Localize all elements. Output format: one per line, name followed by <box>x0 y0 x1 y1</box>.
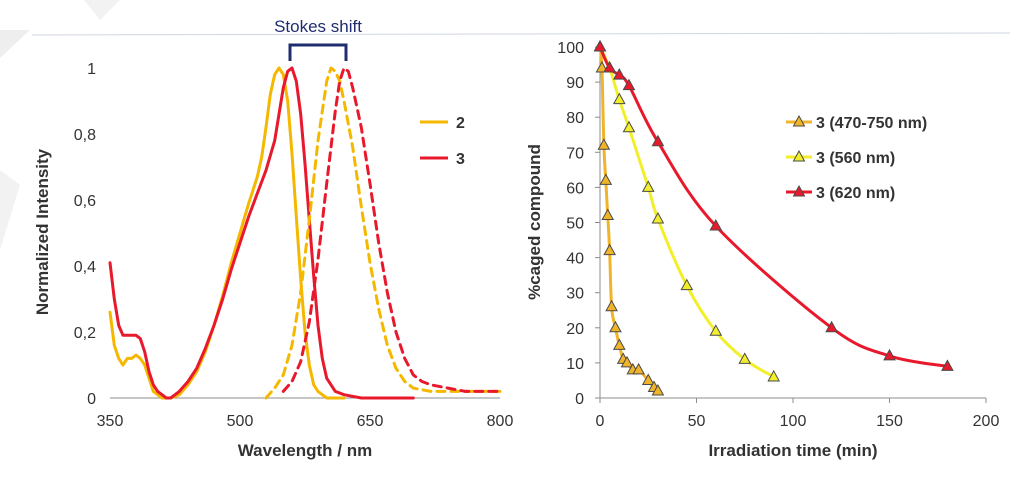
decorative-background-shape <box>84 0 120 20</box>
x-tick-label: 50 <box>688 413 706 430</box>
y-tick-marks <box>595 46 600 399</box>
data-point-marker <box>620 355 634 368</box>
series-2-emission-line <box>264 66 502 400</box>
x-axis-title: Irradiation time (min) <box>708 441 877 460</box>
data-point-marker <box>605 299 618 312</box>
data-point-marker <box>709 218 723 231</box>
stokes-shift-bracket <box>288 43 348 61</box>
data-point-marker <box>651 211 665 224</box>
data-point-marker <box>738 352 752 364</box>
series-line <box>598 46 775 379</box>
data-point-marker <box>825 320 838 333</box>
kinetics-series <box>593 39 954 396</box>
legend-swatch-marker <box>792 149 806 162</box>
legend-swatch-marker <box>792 114 806 127</box>
data-point-marker <box>612 92 626 105</box>
data-point-marker <box>883 348 896 361</box>
data-point-marker <box>612 338 626 350</box>
y-tick-label: 0,2 <box>74 325 96 342</box>
decorative-background-shape <box>0 170 20 250</box>
x-tick-label: 150 <box>876 413 903 430</box>
x-axis-title: Wavelength / nm <box>238 441 372 460</box>
y-axis-title: Normalized Intensity <box>33 148 52 315</box>
kinetics-chart: %caged compound Irradiation time (min) 0… <box>525 39 1000 460</box>
data-point-marker <box>941 359 954 371</box>
data-point-marker <box>709 324 723 336</box>
data-point-marker <box>603 243 616 256</box>
y-tick-label: 60 <box>566 180 584 197</box>
data-point-marker <box>651 134 665 147</box>
data-point-marker <box>641 373 655 385</box>
data-point-marker <box>601 208 615 220</box>
data-point-marker <box>612 68 626 80</box>
data-point-marker <box>632 362 645 375</box>
y-tick-label: 0,8 <box>74 127 96 144</box>
y-tick-labels: 0 0,2 0,4 0,6 0,8 1 <box>74 61 96 408</box>
y-tick-label: 0,4 <box>74 259 96 276</box>
y-tick-label: 100 <box>557 40 584 57</box>
x-tick-label: 500 <box>227 413 254 430</box>
data-point-marker <box>767 369 781 382</box>
data-point-marker <box>595 61 609 73</box>
y-tick-label: 30 <box>566 286 584 303</box>
series-line <box>598 46 659 393</box>
y-tick-label: 10 <box>566 356 584 373</box>
y-tick-labels: 0 10 20 30 40 50 60 70 80 90 100 <box>557 40 584 408</box>
x-tick-label: 0 <box>596 413 605 430</box>
legend-label: 3 (620 nm) <box>816 185 895 202</box>
legend-label: 3 (560 nm) <box>816 150 895 167</box>
data-point-marker <box>597 138 611 150</box>
data-point-marker <box>651 383 665 396</box>
data-point-marker <box>609 320 622 333</box>
y-tick-label: 50 <box>566 216 584 233</box>
x-tick-label: 650 <box>357 413 384 430</box>
y-tick-label: 40 <box>566 251 584 268</box>
y-tick-label: 80 <box>566 110 584 127</box>
y-tick-label: 20 <box>566 321 584 338</box>
x-tick-labels: 350 500 650 800 <box>97 413 514 430</box>
x-tick-labels: 0 50 100 150 200 <box>596 413 1000 430</box>
y-tick-label: 90 <box>566 75 584 92</box>
data-point-marker <box>599 173 613 185</box>
data-point-marker <box>603 61 616 73</box>
x-tick-label: 350 <box>97 413 124 430</box>
series-3-emission-line <box>281 66 502 393</box>
spectra-chart: Normalized Intensity Wavelength / nm 0 0,… <box>33 17 513 460</box>
legend-label: 3 <box>456 151 465 168</box>
data-point-marker <box>641 180 655 192</box>
data-point-marker <box>622 78 636 91</box>
y-tick-label: 1 <box>87 61 96 78</box>
kinetics-legend: 3 (470-750 nm) 3 (560 nm) 3 (620 nm) <box>786 114 927 202</box>
legend-label: 3 (470-750 nm) <box>816 115 927 132</box>
legend-label: 2 <box>456 115 465 132</box>
data-point-marker <box>680 278 694 291</box>
x-tick-label: 800 <box>487 413 514 430</box>
data-point-marker <box>622 120 636 133</box>
y-tick-label: 0 <box>575 391 584 408</box>
x-tick-label: 200 <box>973 413 1000 430</box>
stokes-shift-label: Stokes shift <box>274 17 362 36</box>
y-tick-label: 0 <box>87 391 96 408</box>
y-tick-label: 70 <box>566 145 584 162</box>
y-tick-label: 0,6 <box>74 193 96 210</box>
x-tick-label: 100 <box>780 413 807 430</box>
spectra-series <box>108 66 502 400</box>
data-point-marker <box>593 39 607 52</box>
y-axis-title: %caged compound <box>525 144 544 300</box>
decorative-rule <box>31 32 1011 36</box>
x-tick-marks <box>599 398 987 403</box>
spectra-legend: 23 <box>420 115 465 168</box>
decorative-background-shape <box>0 30 30 58</box>
series-3-absorption-line <box>108 66 415 400</box>
legend-swatch-marker <box>792 184 806 197</box>
